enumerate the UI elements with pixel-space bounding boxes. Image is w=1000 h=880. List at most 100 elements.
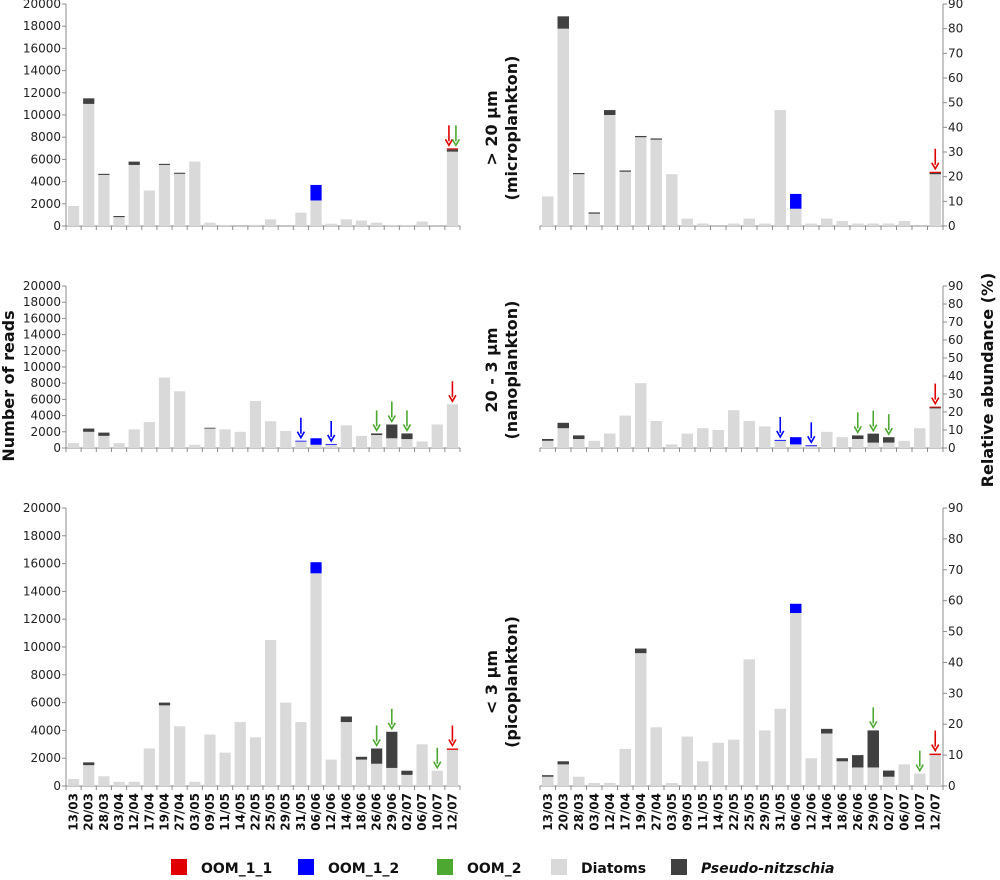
y-axis-label-left: Number of reads [0, 310, 18, 461]
x-tick-label: 14/05 [233, 793, 247, 831]
bar-diatoms-26-06 [371, 763, 383, 786]
x-tick-label: 13/03 [67, 793, 81, 831]
x-tick-label: 25/05 [742, 793, 756, 831]
arrow-head [387, 722, 396, 731]
bar-diatoms-12-04 [604, 782, 616, 786]
bar-pseudo-20-03 [557, 422, 569, 429]
bar-diatoms-20-03 [557, 28, 569, 227]
y-tick-label: 6000 [30, 152, 61, 166]
legend-label-diatoms: Diatoms [581, 861, 646, 877]
bar-diatoms-28-03 [98, 776, 110, 786]
y-tick-label: 10 [948, 194, 963, 208]
arrow-head [387, 415, 396, 424]
bar-diatoms-22-05 [249, 224, 262, 226]
bar-diatoms-20-03 [83, 431, 95, 448]
y-tick-label: 12000 [23, 344, 61, 358]
bar-pseudo-28-03 [98, 173, 110, 175]
x-tick-label: 06/07 [415, 793, 429, 831]
legend-label-oom-2: OOM_2 [467, 861, 521, 877]
bar-diatoms-19-04 [158, 164, 171, 226]
chart-panels: 0200040006000800010000120001400016000180… [23, 0, 963, 831]
bar-pseudo-14-06 [821, 728, 833, 734]
x-tick-label: 14/06 [820, 793, 834, 831]
bar-diatoms-09-05 [681, 218, 693, 226]
bar-diatoms-18-06 [836, 761, 848, 786]
bar-diatoms-12-06 [805, 223, 817, 226]
bar-diatoms-12-06 [325, 223, 337, 226]
bar-diatoms-14-06 [821, 218, 833, 226]
bar-diatoms-31-05 [774, 708, 786, 786]
arrow-head [884, 427, 893, 436]
bar-diatoms-03-05 [189, 781, 201, 786]
bar-diatoms-26-06 [852, 439, 864, 448]
bar-pseudo-02-07 [401, 433, 413, 440]
y-tick-label: 2000 [30, 197, 61, 211]
x-tick-label: 11/05 [696, 793, 710, 831]
bar-oom_1_2-31-05 [295, 440, 307, 442]
bar-diatoms-10-07 [431, 770, 443, 786]
bar-diatoms-22-05 [249, 737, 262, 786]
bar-diatoms-28-03 [573, 174, 585, 226]
bar-pseudo-17-04 [619, 170, 631, 172]
arrow-head [869, 720, 878, 729]
bar-pseudo-27-04 [174, 172, 186, 174]
bar-pseudo-26-06 [852, 435, 864, 439]
bar-diatoms-03-05 [666, 782, 678, 786]
bar-diatoms-11-05 [697, 761, 709, 786]
bar-diatoms-06-07 [898, 440, 910, 448]
arrow-head [402, 424, 412, 433]
y-tick-label: 40 [948, 120, 963, 134]
bar-diatoms-11-05 [697, 428, 709, 448]
x-tick-label: 03/04 [587, 793, 601, 831]
x-tick-label: 14/06 [339, 793, 353, 831]
y-tick-label: 60 [948, 333, 963, 347]
arrow-oom_2-29-06 [387, 401, 396, 424]
y-tick-label: 0 [53, 779, 61, 793]
y-tick-label: 0 [948, 219, 956, 233]
bar-pseudo-20-03 [83, 762, 95, 766]
row-title-micro-line1: > 20 µm [482, 90, 501, 165]
y-tick-label: 18000 [23, 529, 61, 543]
bar-diatoms-17-04 [619, 171, 631, 226]
y-tick-label: 40 [948, 655, 963, 669]
bar-diatoms-17-04 [619, 748, 631, 786]
bar-diatoms-20-03 [557, 428, 569, 448]
bar-diatoms-29-05 [759, 223, 771, 226]
bar-diatoms-14-06 [340, 219, 352, 226]
bar-diatoms-14-05 [234, 722, 246, 786]
x-tick-label: 19/04 [634, 793, 648, 831]
bar-diatoms-12-07 [929, 755, 941, 786]
bar-diatoms-20-03 [83, 103, 95, 226]
y-tick-label: 70 [948, 46, 963, 60]
arrow-oom_2-26-06 [853, 412, 862, 434]
bar-diatoms-29-06 [867, 767, 879, 786]
x-tick-label: 28/03 [572, 793, 586, 831]
bar-diatoms-29-05 [759, 426, 771, 448]
bar-diatoms-13-03 [542, 776, 554, 786]
y-tick-label: 20000 [23, 0, 61, 11]
bar-diatoms-29-06 [386, 224, 398, 226]
bar-pseudo-29-06 [867, 730, 879, 768]
bar-diatoms-17-04 [143, 422, 155, 448]
bar-pseudo-20-03 [557, 761, 569, 765]
bar-pseudo-29-06 [386, 731, 398, 768]
bar-pseudo-03-04 [588, 212, 600, 214]
bar-oom_1_2-12-06 [805, 445, 817, 447]
arrow-head [448, 394, 457, 403]
bar-pseudo-13-03 [542, 775, 554, 777]
bar-pseudo-02-07 [883, 770, 895, 777]
y-tick-label: 20000 [23, 279, 61, 293]
bar-diatoms-26-06 [852, 767, 864, 786]
x-tick-label: 03/04 [112, 793, 126, 831]
y-tick-label: 4000 [30, 409, 61, 423]
bar-pseudo-28-03 [98, 432, 110, 436]
bar-diatoms-28-03 [573, 776, 585, 786]
row-title-nano-line1: 20 - 3 µm [482, 327, 501, 412]
arrow-oom_2-02-07 [402, 410, 412, 433]
x-tick-label: 03/05 [188, 793, 202, 831]
bar-diatoms-14-05 [234, 431, 246, 448]
bar-pseudo-18-06 [355, 756, 368, 760]
arrow-oom_2-29-06 [869, 707, 878, 729]
bar-diatoms-06-07 [416, 221, 428, 226]
y-tick-label: 70 [948, 315, 963, 329]
